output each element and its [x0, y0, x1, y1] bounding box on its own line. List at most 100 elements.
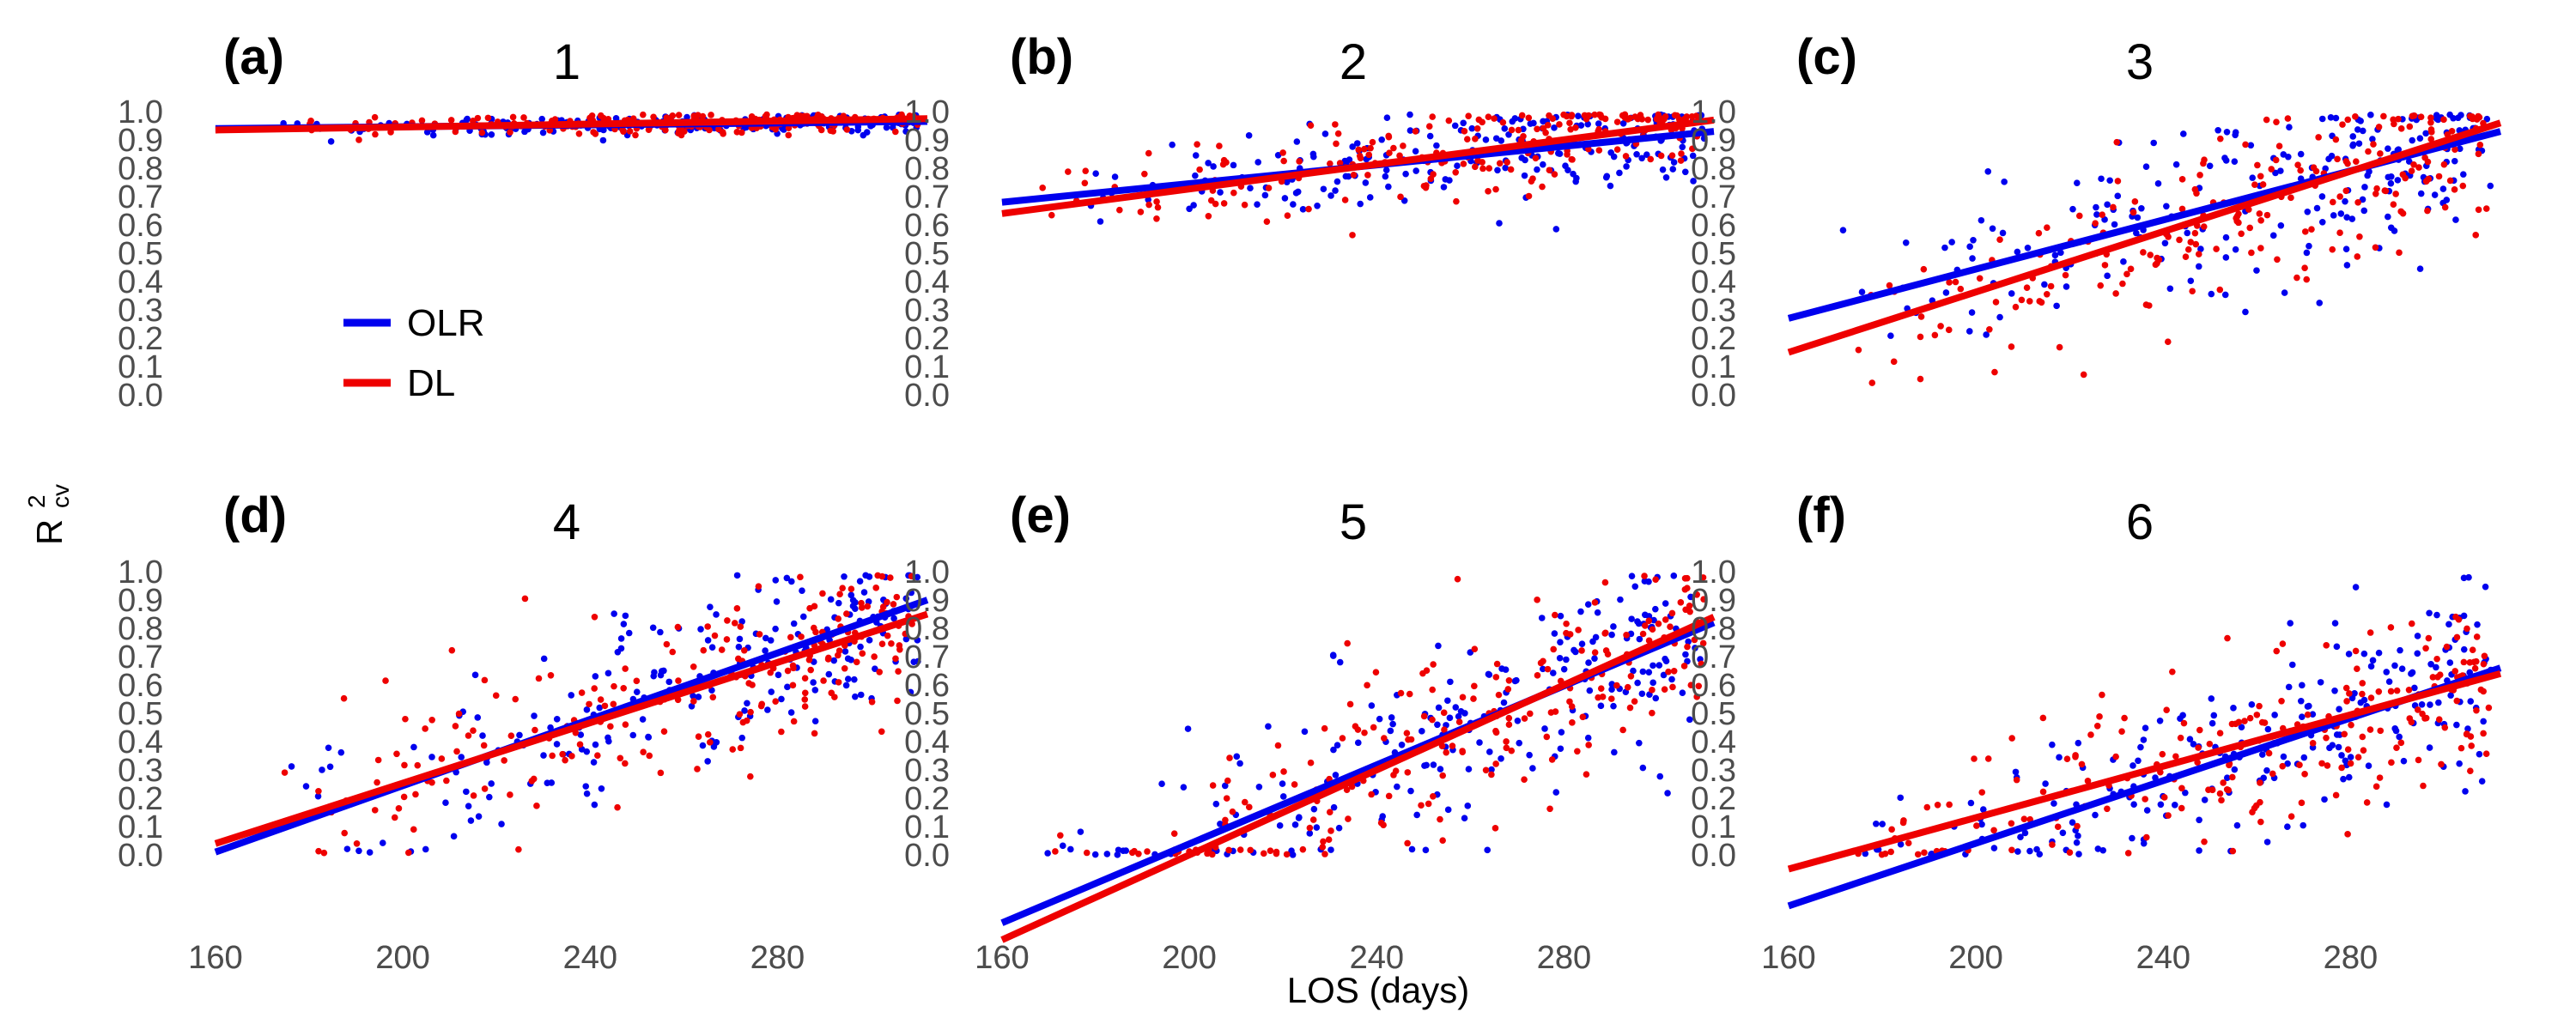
scatter-point [1957, 285, 1965, 293]
scatter-point [2154, 254, 2160, 262]
scatter-point [1905, 839, 1912, 847]
scatter-point [1591, 599, 1599, 606]
scatter-point [1435, 704, 1443, 712]
scatter-point [1327, 846, 1334, 853]
scatter-point [2468, 742, 2476, 749]
scatter-point [1547, 709, 1555, 716]
scatter-point [2092, 220, 2099, 227]
scatter-point [2012, 303, 2020, 311]
scatter-point [2223, 128, 2231, 136]
scatter-point [1669, 683, 1676, 691]
scatter-point [872, 665, 878, 672]
scatter-point [733, 129, 741, 136]
scatter-point [1306, 824, 1314, 832]
scatter-point [819, 590, 826, 597]
scatter-point [2284, 823, 2291, 830]
scatter-point [2370, 141, 2377, 148]
scatter-point [2480, 660, 2488, 668]
scatter-point [2359, 127, 2366, 135]
scatter-point [2119, 280, 2126, 288]
scatter-point [2286, 124, 2293, 131]
scatter-point [1330, 746, 1337, 754]
scatter-point [2242, 308, 2249, 316]
scatter-point [533, 803, 540, 809]
scatter-point [1521, 776, 1528, 783]
scatter-point [1597, 702, 1605, 710]
scatter-point [2294, 161, 2301, 168]
scatter-point [1534, 125, 1540, 133]
scatter-point [2093, 211, 2100, 218]
scatter-point [1192, 172, 1199, 179]
scatter-point [1503, 744, 1510, 752]
scatter-point [749, 682, 756, 688]
scatter-point [704, 730, 712, 738]
fit-line-DL [215, 115, 928, 134]
scatter-point [1342, 173, 1350, 180]
scatter-point [2352, 113, 2359, 120]
panel-1: (a) 10.00.10.20.30.40.50.60.70.80.91.0160… [118, 29, 928, 976]
scatter-point [455, 710, 463, 718]
scatter-point [2260, 774, 2267, 782]
scatter-point [1682, 606, 1689, 614]
scatter-point [1440, 184, 1448, 191]
scatter-point [1604, 651, 1612, 657]
scatter-point [1991, 368, 1998, 376]
scatter-point [1378, 136, 1385, 143]
scatter-point [633, 677, 641, 685]
scatter-point [2287, 813, 2295, 820]
scatter-point [1433, 142, 1440, 149]
scatter-point [1154, 203, 1162, 211]
scatter-point [2216, 286, 2224, 294]
scatter-point [592, 741, 599, 748]
scatter-point [2056, 754, 2063, 761]
scatter-point [2343, 698, 2350, 705]
scatter-point [1552, 611, 1558, 619]
scatter-point [353, 839, 361, 847]
x-axis-title: LOS (days) [1287, 970, 1469, 1010]
scatter-point [2301, 228, 2309, 235]
scatter-point [1628, 573, 1636, 579]
scatter-point [1455, 712, 1462, 720]
scatter-point [1678, 150, 1685, 157]
scatter-point [1265, 723, 1272, 730]
scatter-point [1631, 583, 1639, 591]
scatter-point [1525, 192, 1533, 200]
scatter-point [1492, 135, 1500, 142]
scatter-point [1534, 672, 1541, 679]
scatter-point [2383, 801, 2391, 809]
scatter-point [622, 760, 629, 767]
scatter-point [610, 700, 617, 708]
scatter-point [1320, 185, 1327, 193]
scatter-point [2205, 786, 2212, 793]
scatter-point [2201, 838, 2208, 845]
scatter-point [852, 605, 859, 612]
scatter-point [848, 591, 855, 599]
scatter-point [1044, 850, 1051, 857]
scatter-point [1327, 192, 1334, 199]
scatter-point [843, 610, 850, 617]
scatter-point [2462, 788, 2469, 795]
scatter-point [1570, 170, 1577, 178]
series-points-DL [1039, 111, 1703, 239]
scatter-point [736, 711, 744, 718]
scatter-point [1299, 845, 1307, 853]
scatter-point [738, 734, 746, 742]
scatter-point [1122, 847, 1130, 854]
scatter-point [326, 763, 334, 771]
scatter-point [675, 112, 683, 118]
scatter-point [2408, 167, 2415, 174]
scatter-point [2217, 135, 2224, 142]
y-tick-label: 0.2 [1691, 321, 1736, 357]
scatter-point [859, 650, 866, 657]
scatter-point [1452, 168, 1460, 176]
scatter-point [737, 744, 744, 752]
scatter-point [2342, 245, 2350, 253]
scatter-point [707, 739, 714, 746]
scatter-point [2112, 290, 2119, 297]
scatter-point [2372, 190, 2379, 197]
y-tick-label: 1.0 [118, 94, 163, 130]
scatter-point [2482, 583, 2489, 591]
scatter-point [772, 625, 779, 633]
scatter-point [2008, 290, 2015, 297]
scatter-point [2366, 726, 2374, 733]
